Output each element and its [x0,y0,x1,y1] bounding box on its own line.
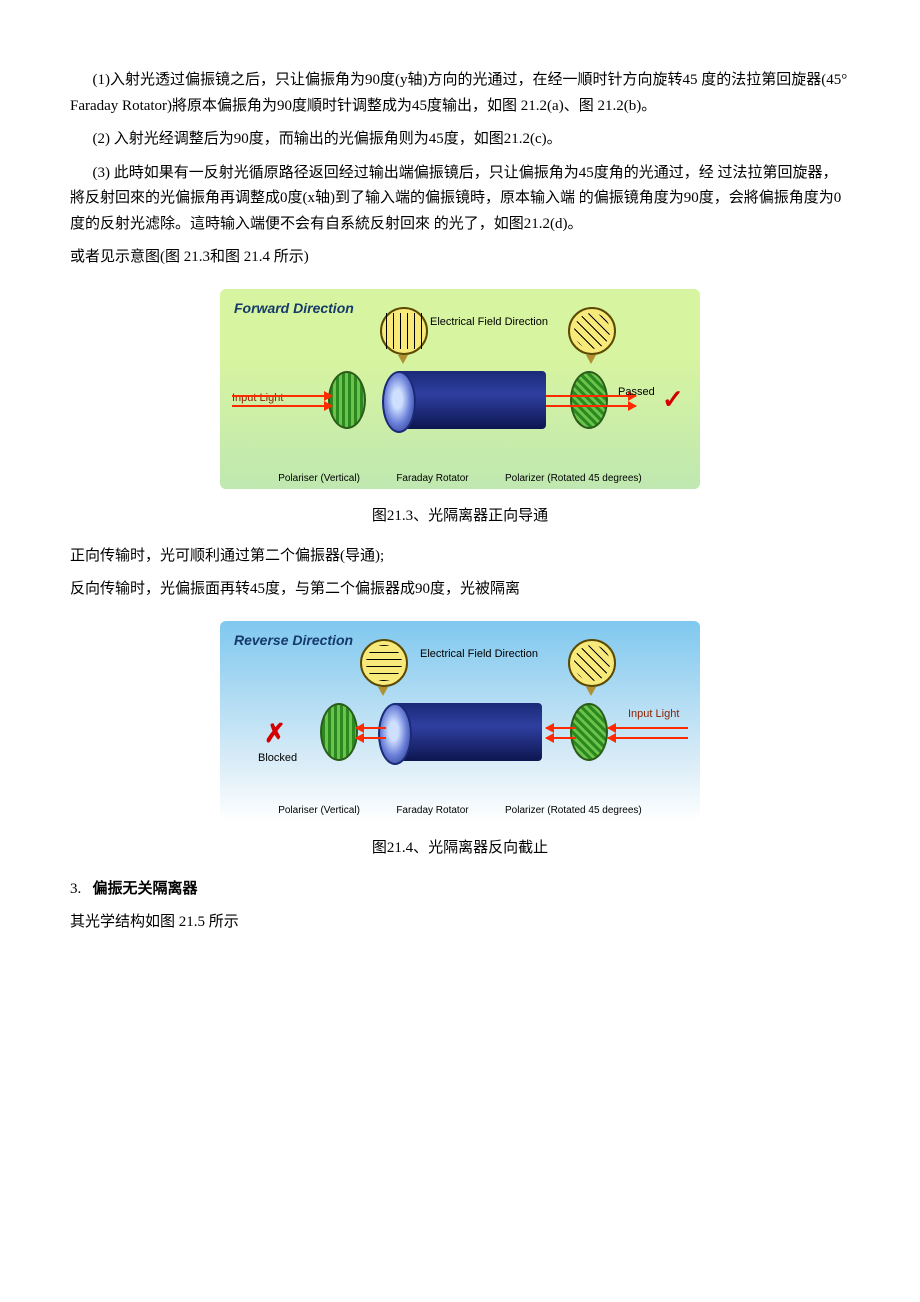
down-arrow-icon [398,355,408,364]
light-beam [232,395,332,397]
figure-21-3-caption: 图21.3、光隔离器正向导通 [70,504,850,530]
paragraph-5: 正向传输时，光可顺利通过第二个偏振器(导通); [70,544,850,570]
paragraph-6: 反向传输时，光偏振面再转45度，与第二个偏振器成90度，光被隔离 [70,577,850,603]
field-direction-label: Electrical Field Direction [430,313,548,332]
check-icon: ✓ [662,377,684,421]
forward-title: Forward Direction [234,297,354,321]
polarizer-rotated [570,703,608,761]
down-arrow-icon [378,687,388,696]
field-direction-label: Electrical Field Direction [420,645,538,664]
section-title: 偏振无关隔离器 [93,880,198,897]
light-beam [608,727,688,729]
rotor-label: Faraday Rotator [396,473,468,485]
paragraph-4: 或者见示意图(图 21.3和图 21.4 所示) [70,245,850,271]
paragraph-1: (1)入射光透过偏振镜之后，只让偏振角为90度(y轴)方向的光通过，在经一順时针… [70,68,850,119]
section-number: 3. [70,881,81,897]
section-3-heading: 3. 偏振无关隔离器 [70,876,850,903]
diagram-bottom-labels: Polariser (Vertical) Faraday Rotator Pol… [220,805,700,817]
down-arrow-icon [586,687,596,696]
faraday-rotator-cap [378,703,412,765]
light-beam [546,737,576,739]
polarizer-vertical [320,703,358,761]
polarizer-rotated [570,371,608,429]
reverse-diagram-container: Reverse Direction Electrical Field Direc… [70,621,850,831]
light-beam [546,727,576,729]
faraday-rotator-body [396,371,546,429]
paragraph-3: (3) 此時如果有一反射光循原路径返回经过输出端偏振镜后，只让偏振角为45度角的… [70,161,850,238]
light-beam [356,737,386,739]
faraday-rotator-cap [382,371,416,433]
figure-21-4-caption: 图21.4、光隔离器反向截止 [70,836,850,862]
forward-diagram-container: Forward Direction Electrical Field Direc… [70,289,850,499]
polarizer-rotated-label: Polarizer (Rotated 45 degrees) [505,473,642,485]
faraday-rotator-body [392,703,542,761]
polarizer-rotated-label: Polarizer (Rotated 45 degrees) [505,805,642,817]
light-beam [608,737,688,739]
rotor-label: Faraday Rotator [396,805,468,817]
light-beam [356,727,386,729]
field-circle-diagonal [568,639,616,687]
light-beam [232,405,332,407]
cross-icon: ✗ [264,711,286,755]
reverse-diagram: Reverse Direction Electrical Field Direc… [220,621,700,821]
polarizer-vertical-label: Polariser (Vertical) [278,805,360,817]
forward-diagram: Forward Direction Electrical Field Direc… [220,289,700,489]
field-circle-horizontal [360,639,408,687]
passed-label: Passed [618,383,655,402]
section-3-body: 其光学结构如图 21.5 所示 [70,910,850,936]
light-beam [546,405,636,407]
reverse-title: Reverse Direction [234,629,353,653]
paragraph-2: (2) 入射光经调整后为90度，而输出的光偏振角则为45度，如图21.2(c)。 [70,127,850,153]
field-circle-diagonal [568,307,616,355]
field-circle-vertical [380,307,428,355]
polarizer-vertical-label: Polariser (Vertical) [278,473,360,485]
diagram-bottom-labels: Polariser (Vertical) Faraday Rotator Pol… [220,473,700,485]
polarizer-vertical [328,371,366,429]
down-arrow-icon [586,355,596,364]
input-light-label: Input Light [628,705,679,724]
